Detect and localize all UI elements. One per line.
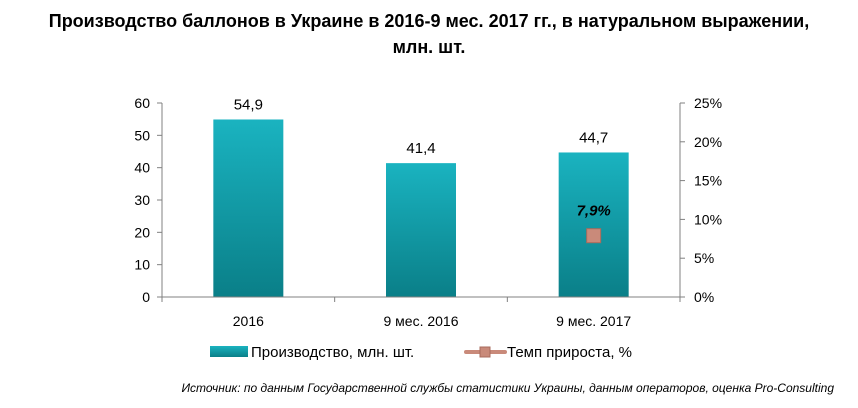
y2-tick-label-0: 0% <box>694 289 714 305</box>
bar-2 <box>558 152 629 297</box>
legend-label-growth: Темп прироста, % <box>507 344 632 361</box>
legend-label-production: Производство, млн. шт. <box>251 344 414 361</box>
x-tick-label-1: 9 мес. 2016 <box>383 313 458 329</box>
chart-title-line2: млн. шт. <box>392 37 466 57</box>
x-tick-label-0: 2016 <box>233 313 264 329</box>
legend-marker-growth <box>479 346 491 358</box>
bar-value-label-2: 44,7 <box>579 129 608 146</box>
y2-tick-label-2: 10% <box>694 211 722 227</box>
y-tick-label-6: 60 <box>134 95 150 111</box>
rate-value-label-2: 7,9% <box>577 203 611 220</box>
bar-value-label-0: 54,9 <box>234 96 263 113</box>
y-tick-label-3: 30 <box>134 192 150 208</box>
chart-title: Производство баллонов в Украине в 2016-9… <box>0 8 858 60</box>
y2-tick-label-5: 25% <box>694 95 722 111</box>
bar-0 <box>213 119 284 298</box>
legend-swatch-production <box>210 346 248 357</box>
chart-title-line1: Производство баллонов в Украине в 2016-9… <box>48 11 810 31</box>
y-tick-label-4: 40 <box>134 160 150 176</box>
y-tick-label-2: 20 <box>134 224 150 240</box>
y-tick-label-1: 10 <box>134 257 150 273</box>
x-tick-label-2: 9 мес. 2017 <box>556 313 631 329</box>
source-note: Источник: по данным Государственной служ… <box>181 381 834 395</box>
y-tick-label-5: 50 <box>134 127 150 143</box>
y-tick-label-0: 0 <box>142 289 150 305</box>
y2-tick-label-4: 20% <box>694 134 722 150</box>
bar-value-label-1: 41,4 <box>406 140 435 157</box>
bar-1 <box>386 163 456 297</box>
rate-marker-2 <box>586 228 602 244</box>
y2-tick-label-1: 5% <box>694 250 714 266</box>
y2-tick-label-3: 15% <box>694 173 722 189</box>
